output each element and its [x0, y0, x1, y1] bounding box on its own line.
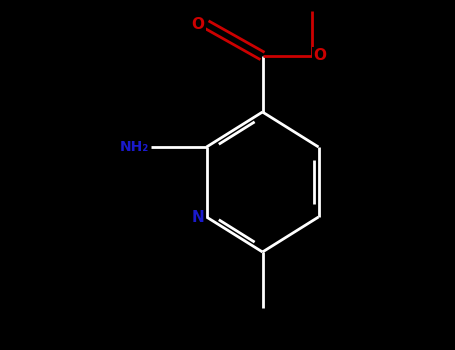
Text: O: O — [192, 17, 205, 32]
Text: N: N — [192, 210, 205, 224]
Text: O: O — [313, 49, 326, 63]
Text: NH₂: NH₂ — [120, 140, 149, 154]
